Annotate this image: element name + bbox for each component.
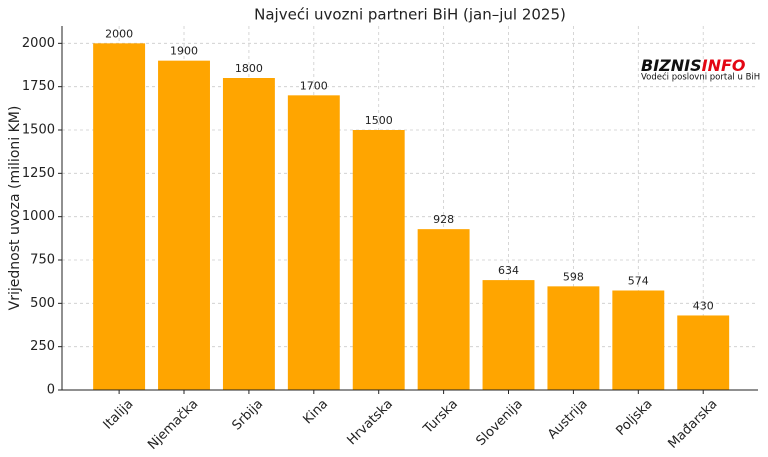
y-axis-label: Vrijednost uvoza (milioni KM) — [7, 106, 23, 311]
value-label: 598 — [563, 270, 584, 283]
logo: BIZNISINFO Vodeći poslovni portal u BiH — [641, 56, 760, 83]
logo-tagline: Vodeći poslovni portal u BiH — [641, 72, 760, 83]
bar — [222, 78, 275, 390]
x-tick-label: Kina — [300, 397, 331, 428]
bar — [482, 280, 535, 390]
y-tick-label: 1000 — [22, 209, 55, 224]
y-tick-label: 1750 — [22, 79, 55, 94]
bar — [612, 290, 665, 390]
x-tick-label: Njemačka — [145, 397, 201, 453]
bar — [417, 229, 470, 390]
value-label: 1700 — [300, 79, 328, 92]
x-tick-label: Italija — [101, 397, 137, 433]
logo-part: BIZNIS — [641, 56, 702, 75]
bar — [352, 130, 405, 390]
y-tick-label: 1500 — [22, 123, 55, 138]
y-tick-label: 500 — [30, 296, 55, 311]
value-label: 1900 — [170, 45, 198, 58]
y-tick-label: 2000 — [22, 36, 55, 51]
logo-part: INFO — [702, 56, 746, 75]
x-tick-label: Mađarska — [666, 397, 721, 452]
value-label: 574 — [628, 275, 649, 288]
value-label: 430 — [693, 299, 714, 312]
bar — [158, 60, 210, 391]
value-label: 1500 — [365, 114, 393, 127]
x-tick-label: Turska — [420, 397, 461, 438]
x-tick-label: Poljska — [613, 397, 655, 439]
x-tick-label: Srbija — [229, 397, 266, 434]
logo-text: BIZNISINFO — [641, 56, 746, 75]
value-label: 928 — [433, 213, 454, 226]
y-tick-label: 250 — [30, 339, 55, 354]
y-tick-label: 750 — [30, 253, 55, 268]
x-tick-label: Hrvatska — [344, 397, 396, 449]
y-tick-label: 1250 — [22, 166, 55, 181]
value-label: 2000 — [105, 27, 133, 40]
plot: 0 250 500 750 1000 1250 1500 1750 2000 2000 Italij… — [22, 26, 758, 453]
bar — [677, 315, 730, 390]
bar — [547, 286, 600, 390]
x-tick-label: Slovenija — [474, 397, 526, 449]
bar — [287, 95, 340, 390]
chart-title: Najveći uvozni partneri BiH (jan–jul 202… — [254, 6, 566, 24]
y-tick-label: 0 — [47, 383, 55, 398]
value-label: 634 — [498, 264, 519, 277]
x-tick-label: Austrija — [545, 397, 591, 443]
value-label: 1800 — [235, 62, 263, 75]
bar — [93, 43, 146, 390]
